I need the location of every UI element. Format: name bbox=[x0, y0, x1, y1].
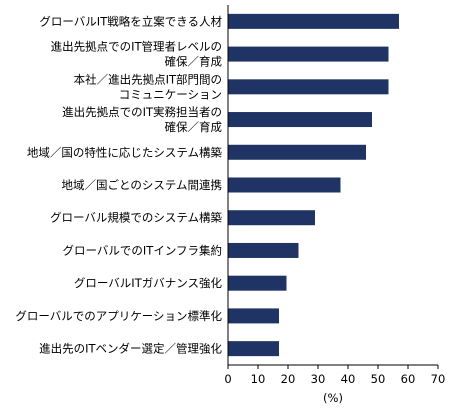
category-label-0: グローバルIT戦略を立案できる人材 bbox=[39, 14, 222, 28]
x-tick-label-0: 0 bbox=[224, 372, 231, 386]
bar-7 bbox=[228, 242, 299, 258]
bar-3 bbox=[228, 112, 372, 128]
category-label-9: グローバルでのアプリケーション標準化 bbox=[15, 309, 222, 323]
bar-1 bbox=[228, 46, 389, 62]
x-axis-title: (%) bbox=[323, 391, 343, 405]
x-axis-ticks: 0 10 20 30 40 50 60 70 bbox=[224, 365, 445, 386]
category-label-2-line-1: コミュニケーション bbox=[119, 87, 222, 101]
category-label-7: グローバルでのITインフラ集約 bbox=[63, 243, 222, 257]
category-labels: グローバルIT戦略を立案できる人材進出先拠点でのIT管理者レベルの確保／育成本社… bbox=[15, 14, 222, 355]
x-tick-label-6: 60 bbox=[401, 372, 416, 386]
x-tick-label-3: 30 bbox=[311, 372, 326, 386]
bar-9 bbox=[228, 308, 279, 324]
category-label-2-line-0: 本社／進出先拠点IT部門間の bbox=[74, 72, 222, 86]
category-label-8: グローバルITガバナンス強化 bbox=[74, 276, 223, 290]
bar-4 bbox=[228, 144, 366, 160]
x-tick-label-2: 20 bbox=[281, 372, 296, 386]
bar-5 bbox=[228, 177, 341, 193]
x-tick-label-4: 40 bbox=[341, 372, 356, 386]
bar-0 bbox=[228, 13, 399, 29]
category-label-4: 地域／国の特性に応じたシステム構築 bbox=[27, 145, 223, 159]
category-label-3-line-0: 進出先拠点でのIT実務担当者の bbox=[62, 105, 222, 119]
category-label-1-line-0: 進出先拠点でのIT管理者レベルの bbox=[51, 40, 222, 54]
bars-group bbox=[228, 13, 399, 357]
bar-2 bbox=[228, 79, 389, 95]
x-tick-label-1: 10 bbox=[251, 372, 266, 386]
bar-10 bbox=[228, 341, 279, 357]
category-label-5: 地域／国ごとのシステム間連携 bbox=[61, 178, 222, 192]
bar-6 bbox=[228, 210, 315, 226]
category-label-10: 進出先のITベンダー選定／管理強化 bbox=[39, 342, 222, 356]
category-label-1-line-1: 確保／育成 bbox=[165, 55, 223, 69]
bar-8 bbox=[228, 275, 287, 291]
x-tick-label-5: 50 bbox=[371, 372, 386, 386]
x-tick-label-7: 70 bbox=[431, 372, 446, 386]
category-label-3-line-1: 確保／育成 bbox=[165, 120, 223, 134]
category-label-6: グローバル規模でのシステム構築 bbox=[50, 211, 223, 225]
